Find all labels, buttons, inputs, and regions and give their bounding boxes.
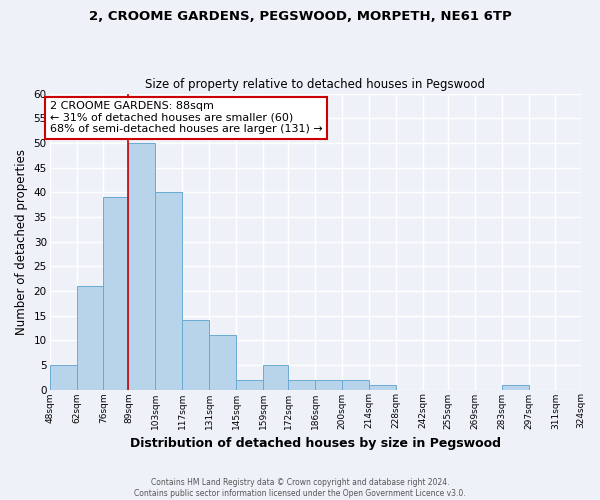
Bar <box>288 380 315 390</box>
Text: Contains HM Land Registry data © Crown copyright and database right 2024.
Contai: Contains HM Land Registry data © Crown c… <box>134 478 466 498</box>
Title: Size of property relative to detached houses in Pegswood: Size of property relative to detached ho… <box>145 78 485 91</box>
Bar <box>77 286 103 390</box>
Text: 2, CROOME GARDENS, PEGSWOOD, MORPETH, NE61 6TP: 2, CROOME GARDENS, PEGSWOOD, MORPETH, NE… <box>89 10 511 23</box>
Bar <box>315 380 342 390</box>
Bar <box>263 365 288 390</box>
Bar <box>236 380 263 390</box>
Bar <box>182 320 209 390</box>
Y-axis label: Number of detached properties: Number of detached properties <box>15 148 28 334</box>
Bar <box>103 197 128 390</box>
Bar <box>128 143 155 390</box>
Bar <box>369 384 396 390</box>
Text: 2 CROOME GARDENS: 88sqm
← 31% of detached houses are smaller (60)
68% of semi-de: 2 CROOME GARDENS: 88sqm ← 31% of detache… <box>50 101 322 134</box>
Bar <box>155 192 182 390</box>
Bar <box>502 384 529 390</box>
Bar <box>50 365 77 390</box>
Bar <box>209 336 236 390</box>
Bar <box>342 380 369 390</box>
X-axis label: Distribution of detached houses by size in Pegswood: Distribution of detached houses by size … <box>130 437 500 450</box>
